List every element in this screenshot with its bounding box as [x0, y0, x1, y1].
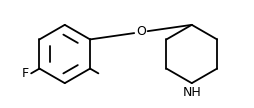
- Text: F: F: [22, 67, 29, 80]
- Text: O: O: [136, 25, 146, 38]
- Text: NH: NH: [182, 86, 201, 99]
